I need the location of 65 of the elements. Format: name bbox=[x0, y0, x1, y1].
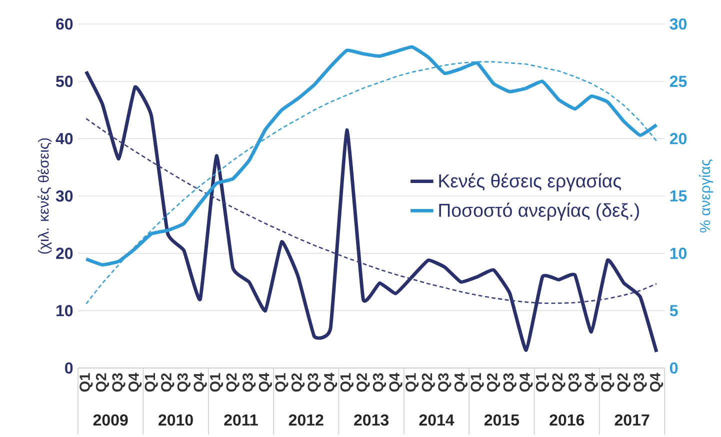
x-tick-label: Q1 bbox=[470, 373, 484, 392]
y2-tick-label: 30 bbox=[670, 18, 687, 30]
x-tick-label: Q2 bbox=[552, 373, 566, 392]
x-tick-label: Q1 bbox=[275, 373, 288, 392]
x-tick-label: Q3 bbox=[372, 373, 386, 392]
text: 2016 bbox=[550, 414, 584, 426]
y-tick-label: 0 bbox=[65, 362, 73, 374]
y2-tick-label: 15 bbox=[670, 190, 687, 202]
x-tick-label: Q3 bbox=[242, 373, 256, 392]
text: 2011 bbox=[224, 414, 258, 426]
text: 2010 bbox=[158, 414, 193, 426]
x-tick-label: Q3 bbox=[438, 373, 452, 392]
y2-axis-title: % ανεργίας bbox=[699, 160, 714, 232]
y2-tick-label: 10 bbox=[670, 248, 687, 259]
x-tick-label: Q1 bbox=[144, 373, 158, 392]
line-series bbox=[85, 118, 658, 304]
x-tick-label: Q1 bbox=[406, 373, 419, 392]
x-tick-label: Q2 bbox=[96, 373, 110, 392]
x-tick-label: Q2 bbox=[356, 373, 370, 392]
text: 2014 bbox=[419, 414, 454, 426]
y-tick-label: 50 bbox=[56, 76, 73, 87]
x-tick-label: Q4 bbox=[584, 372, 598, 392]
line-series bbox=[84, 70, 658, 354]
x-tick-label: Q4 bbox=[454, 372, 468, 392]
x-tick-label: Q2 bbox=[487, 373, 500, 392]
x-tick-label: Q2 bbox=[161, 373, 174, 392]
x-tick-label: Q1 bbox=[80, 373, 93, 392]
y-tick-label: 60 bbox=[56, 18, 73, 30]
y2-tick-label: 0 bbox=[670, 362, 678, 374]
y2-tick-label: 25 bbox=[670, 76, 687, 87]
x-tick-label: Q1 bbox=[210, 373, 224, 392]
x-tick-label: Q3 bbox=[634, 373, 647, 392]
x-tick-label: Q3 bbox=[308, 373, 321, 392]
x-tick-label: Q4 bbox=[258, 372, 272, 392]
x-tick-label: Q4 bbox=[324, 372, 338, 392]
x-tick-label: Q2 bbox=[422, 373, 435, 392]
text: 2017 bbox=[614, 414, 650, 426]
x-tick-label: Q3 bbox=[568, 373, 582, 392]
x-tick-label: Q4 bbox=[650, 372, 664, 392]
x-tick-label: Q4 bbox=[194, 372, 207, 392]
text: 2009 bbox=[93, 414, 128, 426]
y2-tick-label: 5 bbox=[670, 305, 678, 316]
x-tick-label: Q3 bbox=[112, 373, 126, 392]
y2-tick-label: 20 bbox=[670, 133, 687, 144]
x-tick-label: Q1 bbox=[340, 373, 354, 392]
legend-label: Ποσοστό ανεργίας (δεξ.) bbox=[439, 202, 639, 221]
x-tick-label: Q3 bbox=[177, 373, 190, 392]
legend-label: Κενές θέσεις εργασίας bbox=[439, 173, 622, 192]
x-tick-label: Q2 bbox=[291, 373, 305, 392]
x-tick-label: Q4 bbox=[520, 372, 533, 392]
y-tick-label: 30 bbox=[56, 190, 73, 202]
text: 2012 bbox=[288, 414, 324, 426]
text: 2015 bbox=[484, 414, 520, 426]
x-tick-label: Q1 bbox=[536, 373, 550, 392]
y-axis-title: (χιλ. κενές θέσεις) bbox=[38, 138, 52, 254]
x-tick-label: Q1 bbox=[601, 373, 614, 392]
x-tick-label: Q4 bbox=[389, 372, 402, 392]
x-tick-label: Q3 bbox=[503, 373, 516, 392]
x-tick-label: Q4 bbox=[128, 372, 142, 392]
y-tick-label: 40 bbox=[56, 133, 73, 144]
y-tick-label: 20 bbox=[56, 248, 73, 259]
y-tick-label: 10 bbox=[56, 305, 73, 316]
text: 2013 bbox=[354, 414, 389, 426]
x-tick-label: Q2 bbox=[226, 373, 240, 392]
x-tick-label: Q2 bbox=[617, 373, 630, 392]
